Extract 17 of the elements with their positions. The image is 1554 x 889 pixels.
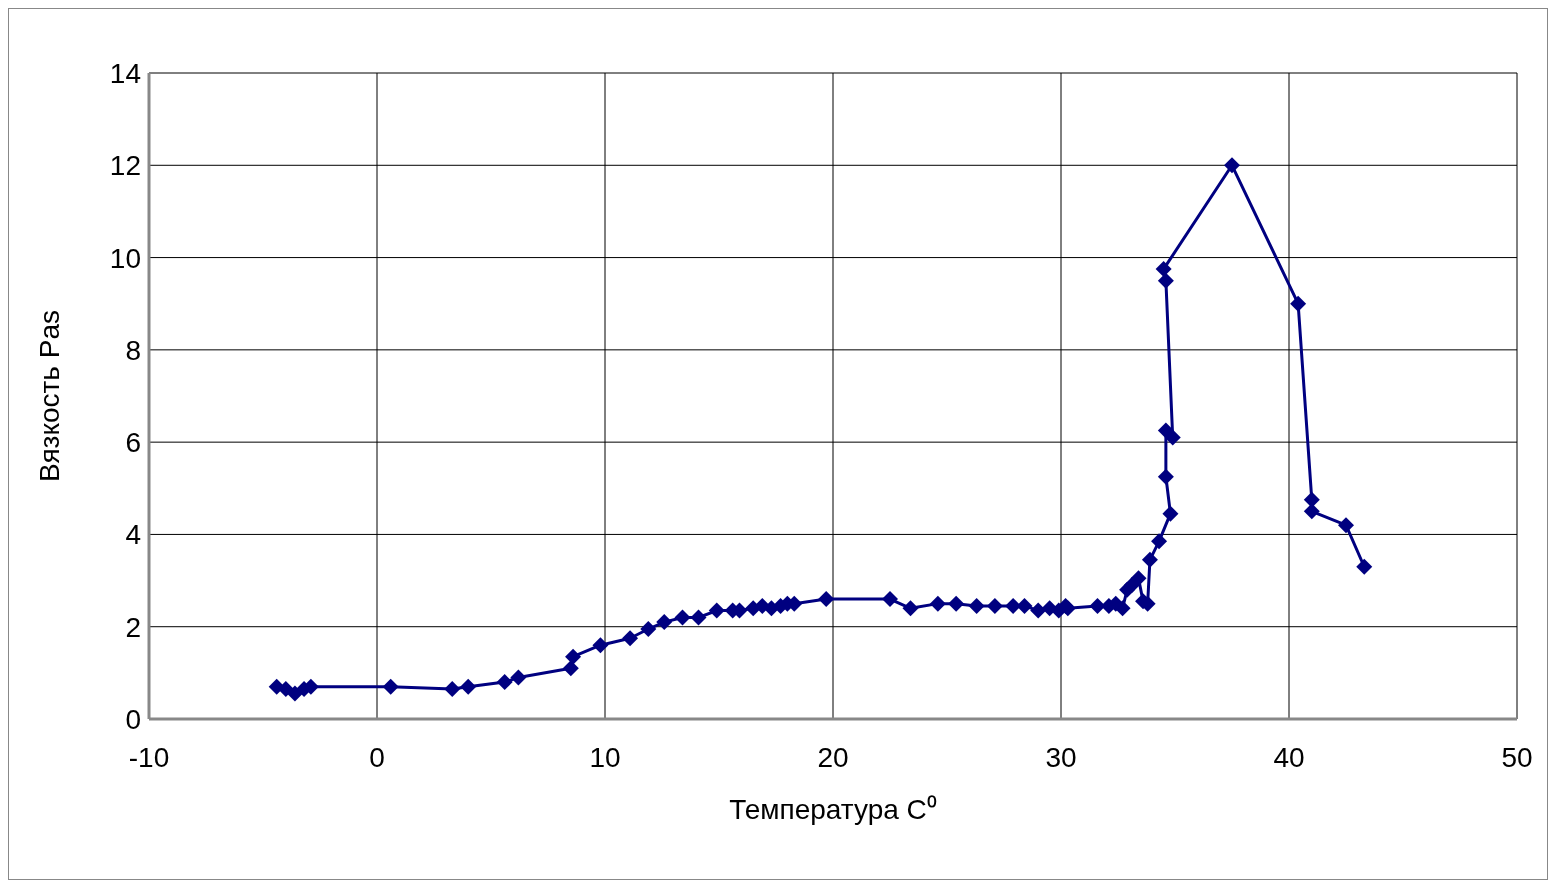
x-tick-label: 50 <box>1501 741 1533 773</box>
y-tick-label: 10 <box>109 242 141 274</box>
y-tick-label: 2 <box>125 611 141 643</box>
x-tick-label: 40 <box>1273 741 1305 773</box>
y-axis-title: Вязкость Pas <box>33 310 65 482</box>
y-tick-label: 8 <box>125 334 141 366</box>
y-tick-label: 6 <box>125 427 141 459</box>
y-tick-label: 0 <box>125 703 141 735</box>
x-tick-label: -10 <box>128 741 170 773</box>
x-tick-label: 20 <box>817 741 849 773</box>
x-tick-label: 30 <box>1045 741 1077 773</box>
x-tick-label: 0 <box>369 741 385 773</box>
x-axis-title: Температура C⁰ <box>729 794 937 825</box>
y-tick-label: 12 <box>109 150 141 182</box>
y-tick-label: 14 <box>109 57 141 89</box>
x-tick-label: 10 <box>589 741 621 773</box>
y-tick-label: 4 <box>125 519 141 551</box>
